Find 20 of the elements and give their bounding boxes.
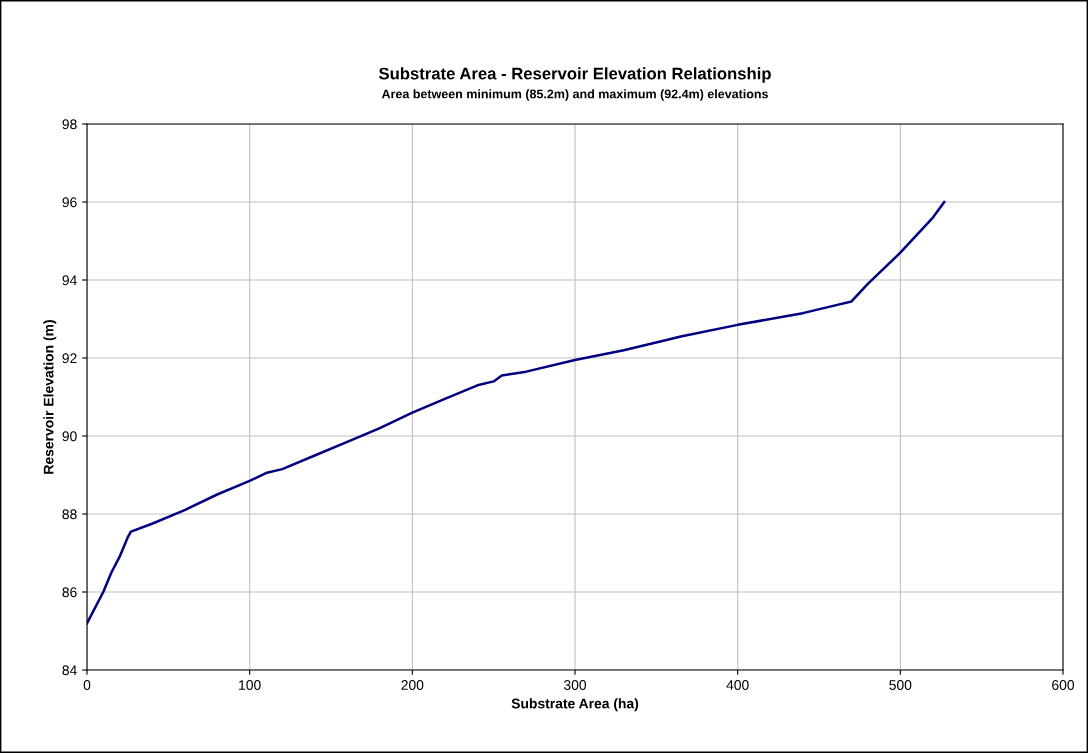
chart-title: Substrate Area - Reservoir Elevation Relationship (378, 67, 771, 83)
y-tick-label: 88 (62, 509, 77, 520)
y-tick-label: 94 (62, 275, 77, 286)
line-series (87, 200, 946, 625)
x-tick-label: 200 (401, 680, 424, 690)
x-tick-label: 400 (726, 680, 749, 690)
x-tick-label: 600 (1052, 680, 1075, 690)
x-tick-label: 300 (563, 680, 587, 690)
y-axis-title: Reservoir Elevation (m) (43, 320, 57, 474)
y-tick-label: 84 (62, 665, 77, 676)
y-tick-label: 98 (62, 119, 77, 130)
y-tick-label: 92 (62, 353, 77, 364)
y-tick-label: 86 (62, 587, 77, 598)
x-tick-label: 500 (889, 680, 912, 690)
y-tick-label: 90 (62, 431, 77, 442)
chart-subtitle: Area between minimum (85.2m) and maximum (92.4m) elevations (381, 89, 768, 101)
x-tick-label: 0 (83, 680, 91, 690)
x-tick-label: 100 (239, 680, 261, 690)
y-tick-label: 96 (62, 197, 77, 208)
x-axis-title: Substrate Area (ha) (511, 698, 639, 712)
